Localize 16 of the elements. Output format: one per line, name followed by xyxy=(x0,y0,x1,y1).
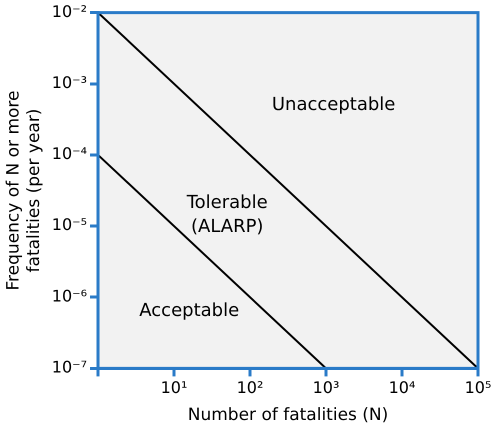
y-tick-label: 10⁻³ xyxy=(52,72,88,92)
y-tick-label: 10⁻⁶ xyxy=(52,286,88,306)
y-tick-label: 10⁻⁵ xyxy=(52,215,88,234)
annotation: Tolerable (ALARP) xyxy=(186,192,268,238)
annotation: Unacceptable xyxy=(272,94,396,115)
x-tick-label: 10² xyxy=(236,378,264,398)
x-tick-label: 10¹ xyxy=(160,378,188,398)
y-tick-label: 10⁻⁷ xyxy=(52,358,88,377)
x-tick-label: 10⁴ xyxy=(388,378,416,398)
x-tick-label: 10³ xyxy=(312,378,340,398)
y-tick-label: 10⁻⁴ xyxy=(52,144,88,164)
annotation: Acceptable xyxy=(139,300,240,322)
y-axis-title: Frequency of N or more fatalities (per year) xyxy=(4,90,44,290)
y-tick-label: 10⁻² xyxy=(52,2,88,21)
x-axis-title: Number of fatalities (N) xyxy=(188,405,388,426)
x-tick-label: 10⁵ xyxy=(464,378,492,398)
